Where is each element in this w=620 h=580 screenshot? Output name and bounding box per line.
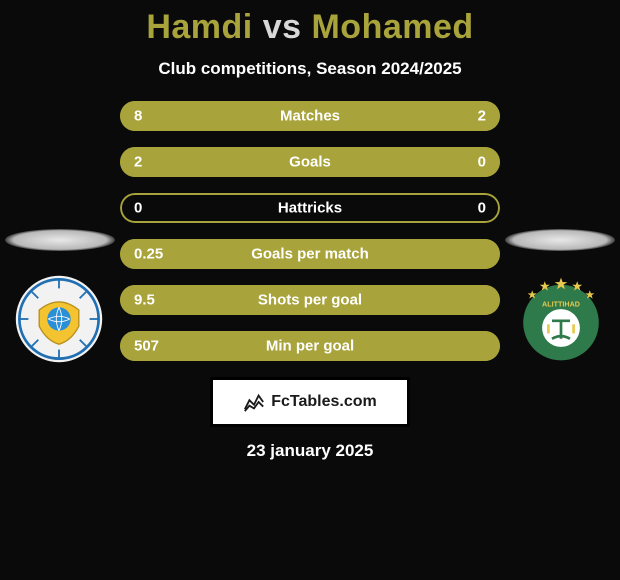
player2-silhouette-shadow: [505, 229, 615, 251]
stat-label: Min per goal: [266, 338, 354, 355]
brand-label: FcTables.com: [271, 393, 377, 411]
stat-label: Hattricks: [278, 200, 342, 217]
date-line: 23 january 2025: [0, 441, 620, 461]
title: Hamdi vs Mohamed: [0, 8, 620, 47]
player1-silhouette-shadow: [5, 229, 115, 251]
stat-bar: 0.25 Goals per match: [120, 239, 500, 269]
stat-label: Shots per goal: [258, 292, 362, 309]
stat-value-right: 2: [478, 108, 486, 125]
stat-fill-right: [424, 101, 500, 131]
stat-bar: 8 Matches 2: [120, 101, 500, 131]
stat-label: Matches: [280, 108, 340, 125]
stat-bar: 2 Goals 0: [120, 147, 500, 177]
stat-label: Goals: [289, 154, 331, 171]
stat-value-left: 9.5: [134, 292, 155, 309]
club-badge-right: ALITTIHAD: [516, 274, 606, 364]
stat-value-left: 0: [134, 200, 142, 217]
stat-value-right: 0: [478, 200, 486, 217]
main-area: ALITTIHAD 8 Matches 2 2 Goals 0 0 Hattricks 0 0.2…: [0, 101, 620, 361]
stat-bar: 507 Min per goal: [120, 331, 500, 361]
stat-value-left: 8: [134, 108, 142, 125]
stat-value-left: 0.25: [134, 246, 163, 263]
brand-box: FcTables.com: [210, 377, 410, 427]
title-player2: Mohamed: [311, 8, 473, 46]
comparison-card: Hamdi vs Mohamed Club competitions, Seas…: [0, 0, 620, 461]
chart-icon: [243, 391, 265, 413]
title-vs: vs: [263, 8, 302, 46]
stat-label: Goals per match: [251, 246, 369, 263]
subtitle: Club competitions, Season 2024/2025: [0, 59, 620, 79]
club-badge-left: [14, 274, 104, 364]
stat-bar: 0 Hattricks 0: [120, 193, 500, 223]
stat-bar: 9.5 Shots per goal: [120, 285, 500, 315]
stats-column: 8 Matches 2 2 Goals 0 0 Hattricks 0 0.25 Goals per…: [120, 101, 500, 361]
stat-fill-left: [120, 101, 424, 131]
title-player1: Hamdi: [146, 8, 252, 46]
stat-value-right: 0: [478, 154, 486, 171]
svg-text:ALITTIHAD: ALITTIHAD: [542, 299, 580, 308]
stat-value-left: 507: [134, 338, 159, 355]
stat-value-left: 2: [134, 154, 142, 171]
